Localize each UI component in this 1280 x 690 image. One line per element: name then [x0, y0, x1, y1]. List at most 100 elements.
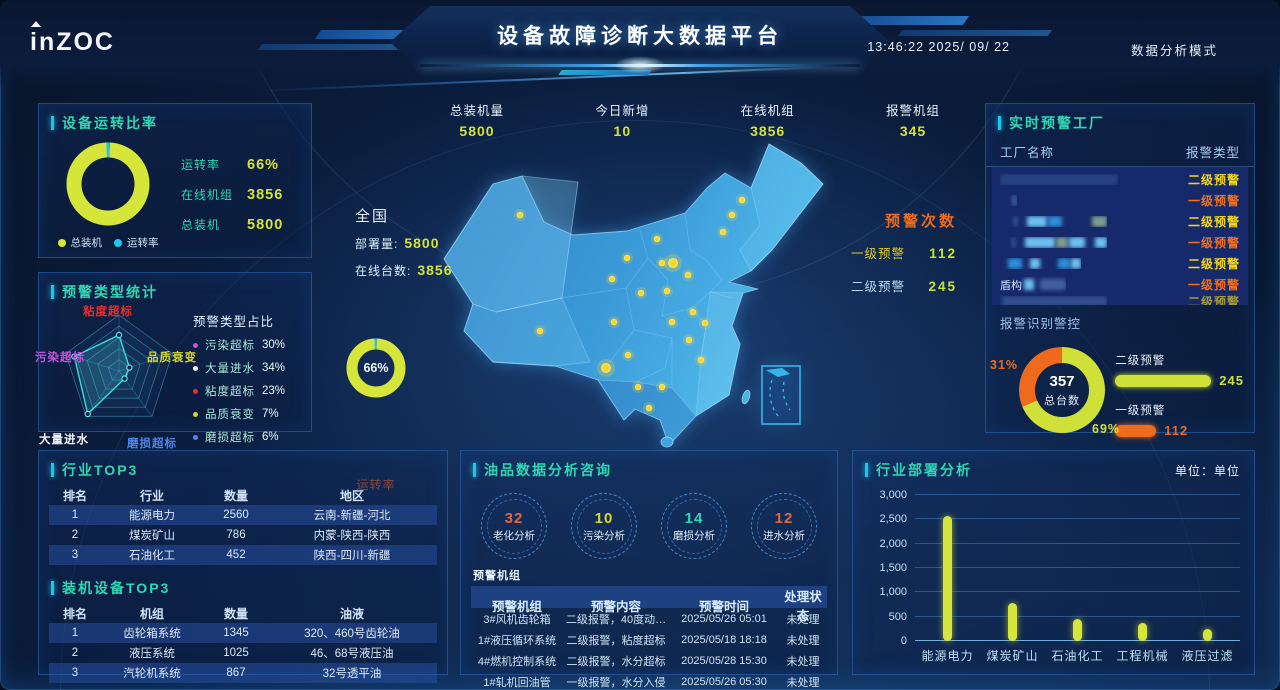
table-cell: 1#轧机回油管	[483, 676, 551, 689]
legend-item[interactable]: 总装机	[57, 235, 102, 250]
panel-title: 设备运转比率	[39, 104, 311, 138]
stat-value: 66%	[247, 157, 280, 173]
header-flare-core	[614, 56, 666, 74]
redacted-block	[1056, 237, 1068, 248]
map-dots-layer	[514, 194, 748, 414]
redacted-block	[1012, 237, 1015, 248]
radar-data-point	[115, 331, 123, 339]
table-cell: 1	[71, 627, 79, 639]
table-header-row: 排名 机组 数量 油液	[49, 604, 437, 623]
table-cell: 3	[71, 667, 79, 679]
china-map-area: 总装机量 5800 今日新增 10 在线机组 3856 报警机组 345	[315, 90, 985, 492]
map-stat: 报警机组 345	[886, 100, 940, 139]
table-cell: 2025/05/26 05:30	[681, 675, 767, 688]
x-axis-label: 石油化工	[1051, 649, 1104, 663]
warning-type-label: 品质衰变	[205, 409, 255, 421]
mode-switch[interactable]: 数据分析模式	[1130, 44, 1218, 58]
map-stat: 在线机组 3856	[741, 100, 795, 139]
bar	[1203, 629, 1212, 641]
bullet-dot-icon	[193, 411, 198, 417]
table-cell: 32号透平油	[322, 668, 382, 680]
bar	[1073, 619, 1082, 641]
table-cell: 4#燃机控制系统	[477, 655, 557, 668]
map-stat-label: 在线机组	[740, 104, 795, 118]
stat-value: 5800	[247, 217, 284, 233]
table-cell: 齿轮箱系统	[123, 628, 181, 640]
alarm-type-badge: 一级预警	[1187, 194, 1240, 208]
redacted-block	[1095, 237, 1107, 248]
redacted-block	[1071, 258, 1081, 269]
table-row: 4#燃机控制系统 二级报警，水分超标 2025/05/28 15:30 未处理	[471, 650, 827, 671]
warning-type-label: 大量进水	[205, 363, 255, 375]
panel-title: 预警类型统计	[39, 273, 311, 307]
map-dot	[623, 254, 631, 262]
warning-units-table: 预警机组 预警内容 预警时间 处理状态 3#风机齿轮箱 二级报警，40度动… 2025/05…	[471, 586, 827, 690]
analysis-label: 磨损分析	[673, 529, 715, 542]
table-row: 1#液压循环系统 二级报警，粘度超标 2025/05/18 18:18 未处理	[471, 629, 827, 650]
warning-type-item: 大量进水 34%	[193, 360, 305, 376]
map-stat-value: 10	[613, 123, 632, 139]
map-stat-value: 5800	[459, 123, 495, 139]
chart-legend: 总装机 运转率	[49, 235, 167, 250]
table-row: 3 石油化工 452 陕西-四川-新疆	[49, 545, 437, 565]
legend-item[interactable]: 运转率	[114, 235, 159, 250]
redacted-block	[1048, 216, 1062, 227]
table-cell: 452	[226, 549, 246, 561]
warning-type-label: 粘度超标	[205, 386, 255, 398]
analysis-label: 老化分析	[493, 529, 535, 542]
bars-container: 能源电力 煤炭矿山 石油化工 工程机械 液压过滤	[915, 495, 1240, 663]
bar-column: 工程机械	[1110, 495, 1175, 663]
factory-name	[1000, 195, 1017, 206]
warning-count-label: 一级预警	[850, 247, 905, 261]
table-cell: 煤炭矿山	[129, 530, 175, 542]
table-header-row: 预警机组 预警内容 预警时间 处理状态	[471, 586, 827, 623]
radar-axis-label: 粘度超标	[83, 306, 133, 318]
analysis-circle-inner: 32 老化分析	[486, 498, 542, 554]
table-header-cell: 数量	[223, 607, 248, 621]
stat-row: 在线机组 3856	[181, 186, 303, 203]
radar-axis-label: 污染超标	[35, 352, 85, 364]
factory-name	[1000, 216, 1107, 227]
map-dot	[719, 228, 727, 236]
panel-device-ratio: 设备运转比率 总装机 运转率 运转率 66% 在线机组 3856 总装机 5800	[38, 103, 312, 258]
datetime: 13:46:22 2025/ 09/ 22	[867, 40, 1010, 54]
table-cell: 1	[71, 509, 79, 521]
alarm-bar-label: 一级预警	[1115, 405, 1166, 417]
x-axis-label: 煤炭矿山	[986, 649, 1039, 663]
analysis-value: 12	[774, 509, 794, 527]
bar	[1008, 603, 1017, 641]
map-dot	[738, 196, 746, 204]
alarm-type-badge: 一级预警	[1187, 236, 1240, 250]
table-cell: 未处理	[786, 634, 820, 647]
alarm-type-badge: 二级预警	[1187, 215, 1240, 229]
table-cell: 石油化工	[129, 550, 175, 562]
radar-data-point	[71, 353, 78, 360]
alarm-donut-chart: 357 总台数 31% 69%	[990, 336, 1119, 448]
china-outline	[443, 143, 824, 446]
table-row: 2 液压系统 1025 46、68号液压油	[49, 643, 437, 663]
radar-ring	[86, 336, 152, 399]
y-axis-tick: 0	[900, 635, 907, 647]
table-cell: 能源电力	[129, 510, 175, 522]
x-axis-label: 能源电力	[921, 649, 974, 663]
table-cell: 2025/05/26 05:01	[681, 612, 767, 625]
map-top-stats: 总装机量 5800 今日新增 10 在线机组 3856 报警机组 345	[450, 100, 940, 139]
panel-oil-analysis: 油品数据分析咨询 32 老化分析 10 污染分析 14 磨损分析 12 进水分析 预警机组 预…	[460, 450, 838, 689]
analysis-circle: 12 进水分析	[751, 493, 817, 559]
table-cell: 2025/05/28 15:30	[681, 654, 767, 667]
redacted-block	[1012, 195, 1017, 206]
y-axis-tick: 2,000	[879, 537, 907, 550]
unit-label: 单位：单位	[1174, 464, 1240, 478]
panel-title: 行业部署分析	[853, 451, 1254, 485]
warning-type-item: 磨损超标 6%	[193, 429, 305, 445]
factory-name: 盾构	[1000, 277, 1066, 293]
stat-row: 总装机 5800	[181, 216, 303, 233]
map-dot	[608, 275, 616, 283]
table-header-cell: 排名	[62, 489, 87, 503]
analysis-value: 10	[594, 509, 614, 527]
y-axis-tick: 2,500	[879, 513, 907, 526]
map-dot	[634, 383, 642, 391]
panel-realtime-factories: 实时预警工厂 工厂名称 报警类型 二级预警 一级预警 二级预警 一级预警 二级预警 盾构一…	[985, 103, 1255, 438]
redacted-block	[1025, 237, 1055, 248]
analysis-label: 污染分析	[583, 529, 625, 542]
